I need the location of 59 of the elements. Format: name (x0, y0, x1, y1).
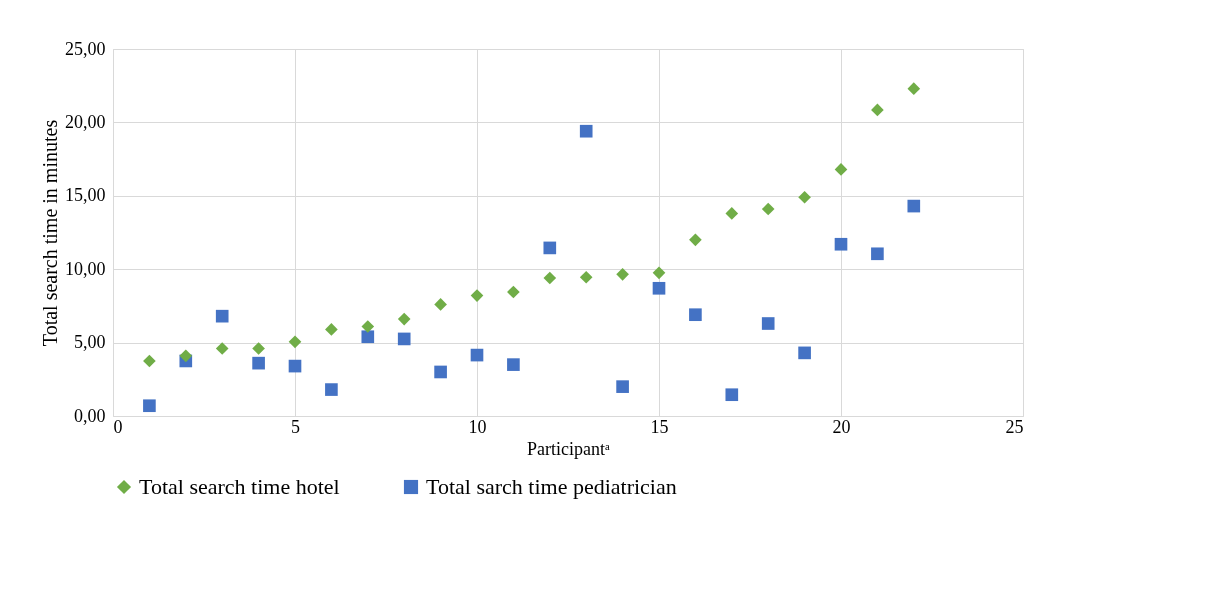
point (179, 349, 193, 363)
legend-label: Total search time hotel (139, 474, 340, 499)
x-axis-title: Participantᵃ (527, 438, 611, 459)
x-tick-label: 25 (1005, 416, 1024, 437)
y-tick-label: 10,00 (65, 258, 106, 279)
point (834, 163, 848, 176)
point (834, 237, 848, 251)
point (397, 332, 411, 346)
point (543, 271, 557, 285)
y-axis-title: Total search time in minutes (39, 119, 61, 347)
y-tick-label: 20,00 (65, 111, 106, 132)
y-tick-label: 0,00 (74, 405, 106, 426)
x-tick-label: 20 (832, 416, 851, 437)
point (143, 354, 156, 368)
point (361, 320, 375, 333)
x-tick-label: 10 (468, 416, 487, 437)
point (652, 281, 666, 295)
point (907, 82, 921, 95)
point (361, 330, 375, 344)
point (470, 348, 484, 362)
point (871, 103, 884, 117)
point (798, 190, 811, 204)
point (725, 207, 739, 220)
point (325, 383, 338, 396)
point (798, 346, 811, 360)
point (434, 298, 447, 311)
y-tick-label: 25,00 (65, 38, 106, 59)
point (252, 356, 265, 370)
point (215, 309, 229, 323)
point (907, 199, 921, 213)
point (434, 365, 447, 379)
point (288, 335, 302, 349)
point (507, 358, 520, 371)
point (543, 241, 557, 255)
point (579, 124, 593, 138)
point (252, 342, 265, 355)
point (871, 247, 884, 261)
point (579, 270, 593, 284)
y-tick-label: 15,00 (65, 185, 106, 206)
point (761, 202, 775, 216)
point (143, 399, 156, 413)
point (761, 317, 775, 330)
point (689, 233, 702, 247)
point (288, 359, 302, 373)
x-tick-label: 0 (113, 416, 123, 437)
legend-label: Total sarch time pediatrician (426, 474, 677, 499)
point (616, 380, 629, 393)
x-tick-label: 5 (291, 416, 300, 437)
point (725, 388, 739, 402)
point (616, 268, 629, 281)
point (325, 323, 338, 336)
point (689, 308, 702, 322)
point (652, 266, 666, 280)
y-tick-label: 5,00 (74, 332, 106, 353)
x-tick-label: 15 (650, 416, 669, 437)
point (215, 342, 229, 355)
point (507, 285, 520, 299)
point (470, 289, 484, 302)
point (397, 312, 411, 326)
